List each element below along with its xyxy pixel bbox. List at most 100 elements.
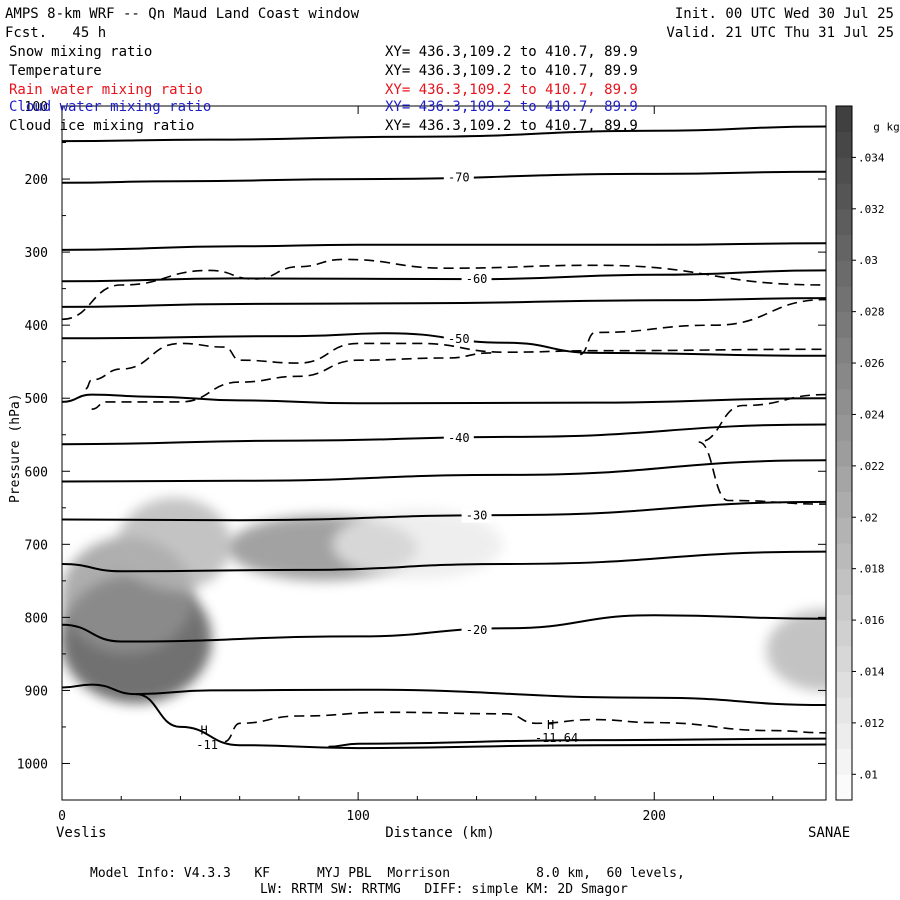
cloud-ice-dashed-contour — [224, 711, 826, 743]
colorbar-swatch — [836, 722, 852, 750]
colorbar-tick-label: .012 — [858, 717, 885, 730]
y-tick-label: 1000 — [17, 757, 48, 772]
colorbar-tick-label: .028 — [858, 306, 885, 319]
contour-annotation: -11 — [196, 738, 218, 752]
colorbar-swatch — [836, 131, 852, 158]
valid-time: Valid. 21 UTC Thu 31 Jul 25 — [666, 25, 894, 41]
contour-annotation: H — [547, 718, 554, 732]
field-xy: XY= 436.3,109.2 to 410.7, 89.9 — [385, 99, 638, 115]
colorbar-swatch — [836, 542, 852, 570]
isotherm-line — [62, 500, 826, 522]
isotherm-label: -20 — [466, 623, 488, 637]
temperature-isotherms: -70 -60 -50 -40 -30 -20 — [62, 125, 826, 750]
isotherm-line — [62, 459, 826, 483]
contour-annotation: -11.64 — [535, 731, 578, 745]
colorbar-tick-label: .024 — [858, 408, 885, 421]
x-axis-label: Distance (km) — [385, 825, 495, 841]
y-tick-label: 200 — [25, 173, 48, 188]
contour-annotation: H — [201, 724, 208, 738]
x-tick-label: 100 — [346, 809, 369, 824]
plot-frame — [61, 105, 827, 801]
field-label: Cloud ice mixing ratio — [9, 118, 195, 134]
colorbar-swatch — [836, 388, 852, 415]
axes: 100 200 300 400 500 600 700 800 900 1000 0 100 200 — [17, 100, 826, 824]
colorbar-swatch — [836, 234, 852, 261]
field-label: Temperature — [9, 63, 102, 79]
colorbar-swatch — [836, 106, 852, 133]
colorbar-unit: g kg-1 — [860, 100, 900, 136]
isotherm-line — [62, 683, 826, 750]
isotherm-line — [135, 688, 826, 706]
isotherm-label-bg — [461, 622, 492, 637]
colorbar-tick-label: .034 — [858, 151, 885, 164]
isotherm-line — [62, 423, 826, 446]
colorbar-tick-label: .032 — [858, 203, 885, 216]
isotherm-line — [62, 125, 826, 143]
colorbar-tick-label: .03 — [858, 254, 878, 267]
colorbar: .01 .012 .014 .016 .018 .02 .022 .024 .026 .028 .0… — [835, 105, 885, 801]
field-xy: XY= 436.3,109.2 to 410.7, 89.9 — [385, 44, 638, 60]
colorbar-swatch — [836, 337, 852, 364]
x-tick-label: 0 — [58, 809, 66, 824]
field-label: Cloud water mixing ratio — [9, 99, 212, 115]
isotherm-label-bg — [461, 508, 492, 523]
snow-blob — [117, 497, 232, 592]
isotherm-line — [62, 550, 826, 573]
y-tick-label: 900 — [25, 684, 48, 699]
title-left: AMPS 8-km WRF -- Qn Maud Land Coast wind… — [5, 6, 360, 22]
colorbar-swatch — [836, 208, 852, 236]
field-xy: XY= 436.3,109.2 to 410.7, 89.9 — [385, 118, 638, 134]
isotherm-label: -40 — [448, 431, 470, 445]
colorbar-swatch — [836, 671, 852, 698]
cloud-ice-dashed-contour — [85, 342, 826, 390]
x-tick-label: 200 — [643, 809, 666, 824]
colorbar-swatch — [836, 311, 852, 338]
colorbar-swatch — [836, 748, 852, 775]
colorbar-tick-label: .022 — [858, 460, 885, 473]
x-right-endpoint-label: SANAE — [808, 825, 851, 841]
snow-mixing-ratio-shading — [62, 497, 826, 704]
colorbar-swatch — [836, 491, 852, 518]
colorbar-swatch — [836, 697, 852, 724]
isotherm-label-bg — [461, 272, 492, 287]
isotherm-line — [62, 170, 826, 184]
colorbar-tick-label: .02 — [858, 511, 878, 524]
cloud-ice-dashed-contour — [62, 258, 826, 321]
colorbar-swatch — [836, 414, 852, 441]
colorbar-tick-label: .014 — [858, 665, 885, 678]
colorbar-swatch — [836, 157, 852, 184]
colorbar-swatch — [836, 645, 852, 672]
init-time: Init. 00 UTC Wed 30 Jul 25 — [674, 6, 894, 22]
cloud-ice-dashed-contour — [698, 393, 826, 505]
colorbar-swatch — [836, 620, 852, 647]
isotherm-line — [62, 242, 826, 251]
field-xy: XY= 436.3,109.2 to 410.7, 89.9 — [385, 63, 638, 79]
y-tick-label: 500 — [25, 392, 48, 407]
y-tick-label: 300 — [25, 246, 48, 261]
colorbar-tick-label: .018 — [858, 563, 885, 576]
colorbar-swatch — [836, 363, 852, 390]
colorbar-swatch — [836, 260, 852, 287]
y-tick-label: 100 — [25, 100, 48, 115]
isotherm-line — [62, 297, 826, 308]
cloud-ice-dashed-contour — [579, 298, 826, 356]
isotherm-label: -70 — [448, 170, 470, 184]
isotherm-label: -50 — [448, 332, 470, 346]
isotherm-label: -30 — [466, 509, 488, 523]
field-xy: XY= 436.3,109.2 to 410.7, 89.9 — [385, 82, 638, 98]
colorbar-swatch — [836, 774, 852, 801]
isotherm-label-bg — [443, 331, 474, 346]
y-tick-label: 700 — [25, 538, 48, 553]
field-label: Rain water mixing ratio — [9, 82, 203, 98]
colorbar-swatch — [836, 440, 852, 467]
isotherm-line — [328, 737, 826, 748]
isotherm-line — [62, 614, 826, 643]
colorbar-frame — [835, 105, 853, 801]
colorbar-unit-text: g kg — [873, 120, 900, 134]
isotherm-label: -60 — [466, 272, 488, 286]
snow-blob — [332, 509, 503, 580]
colorbar-swatch — [836, 568, 852, 595]
y-axis-label: Pressure (hPa) — [8, 393, 23, 503]
colorbar-tick-label: .01 — [858, 768, 878, 781]
snow-blob — [766, 609, 826, 692]
